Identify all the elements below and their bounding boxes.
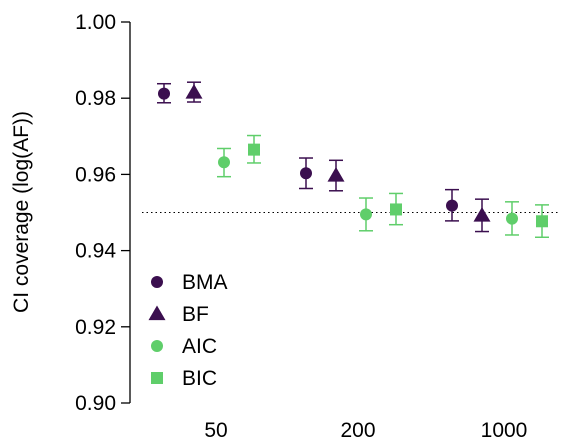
data-point-bma <box>445 188 459 222</box>
triangle-marker <box>327 167 345 182</box>
data-point-bic <box>389 192 403 226</box>
x-tick-label: 50 <box>204 419 227 441</box>
legend-triangle-marker <box>148 305 166 321</box>
y-tick-label: 0.92 <box>75 316 116 339</box>
legend-item-aic: AIC <box>151 335 217 358</box>
square-marker <box>390 203 402 216</box>
x-tick-label: 1000 <box>481 419 528 441</box>
legend-square-marker <box>151 372 163 384</box>
square-marker <box>536 215 548 228</box>
data-point-bic <box>247 134 261 164</box>
y-axis-title: CI coverage (log(AF)) <box>10 111 33 313</box>
circle-marker <box>506 212 518 225</box>
y-tick-label: 0.98 <box>75 87 116 110</box>
triangle-marker <box>473 207 491 222</box>
data-point-aic <box>217 147 231 178</box>
legend-item-bf: BF <box>148 303 209 326</box>
triangle-marker <box>185 83 203 99</box>
data-point-aic <box>505 201 519 236</box>
data-point-aic <box>359 197 373 232</box>
data-point-bf <box>185 81 203 103</box>
x-tick-label: 200 <box>340 419 375 441</box>
y-tick-label: 0.90 <box>75 392 116 415</box>
circle-marker <box>360 208 372 221</box>
circle-marker <box>300 167 312 180</box>
y-tick-label: 1.00 <box>75 11 116 34</box>
y-tick-label: 0.94 <box>75 240 116 263</box>
legend-item-bic: BIC <box>151 367 217 390</box>
data-point-bf <box>473 198 491 233</box>
square-marker <box>248 143 260 156</box>
legend-circle-marker <box>151 340 163 352</box>
legend-label: BIC <box>182 367 217 390</box>
data-point-bf <box>327 159 345 192</box>
y-tick-label: 0.96 <box>75 163 116 186</box>
circle-marker <box>158 87 170 100</box>
legend-label: AIC <box>182 335 217 358</box>
legend-item-bma: BMA <box>151 271 228 294</box>
data-point-bma <box>157 82 171 104</box>
circle-marker <box>446 199 458 212</box>
data-point-bma <box>299 157 313 190</box>
legend-label: BF <box>182 303 209 326</box>
data-point-bic <box>535 204 549 239</box>
circle-marker <box>218 156 230 169</box>
legend-circle-marker <box>151 276 163 288</box>
legend-label: BMA <box>182 271 228 294</box>
